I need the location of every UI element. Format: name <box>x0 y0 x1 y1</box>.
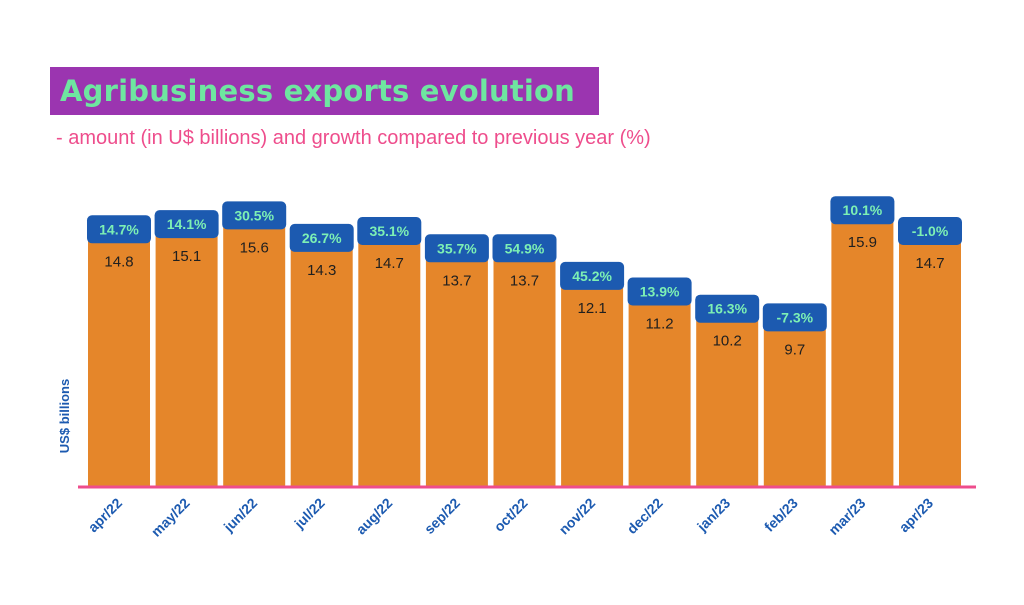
growth-badge <box>627 277 692 306</box>
growth-label: -7.3% <box>777 309 814 325</box>
bar-value-label: 14.3 <box>307 262 336 279</box>
growth-badge <box>289 223 354 252</box>
bar <box>763 319 826 487</box>
growth-badge <box>898 217 962 245</box>
growth-label: 10.1% <box>843 202 883 218</box>
bar <box>831 212 894 487</box>
chart-subtitle: - amount (in U$ billions) and growth com… <box>56 127 651 149</box>
bar-value-label: 12.1 <box>577 300 606 317</box>
x-tick-label: jan/23 <box>693 495 733 535</box>
growth-badge <box>492 234 557 263</box>
growth-badge <box>357 217 422 245</box>
bar <box>358 233 421 487</box>
bar-value-label: 14.7 <box>915 255 944 272</box>
growth-badge <box>424 234 489 263</box>
bar <box>493 250 556 487</box>
bar-value-label: 15.6 <box>240 239 269 256</box>
growth-badge <box>762 303 827 332</box>
growth-label: 13.9% <box>640 284 680 300</box>
x-tick-label: may/22 <box>148 495 193 540</box>
x-tick-label: dec/22 <box>624 495 666 537</box>
x-tick-label: nov/22 <box>556 495 599 538</box>
x-tick-label: jun/22 <box>220 495 261 536</box>
growth-badge <box>830 196 895 225</box>
growth-badge <box>560 261 625 290</box>
x-tick-label: feb/23 <box>761 495 801 535</box>
x-axis-ticks: apr/22 may/22 jun/22 jul/22 aug/22 sep/22 oct/… <box>85 495 937 540</box>
x-tick-label: apr/22 <box>85 495 126 536</box>
growth-badge <box>695 294 760 323</box>
chart-title-box: Agribusiness exports evolution <box>50 67 599 115</box>
bar-value-label: 13.7 <box>510 272 539 289</box>
bar <box>223 217 286 487</box>
growth-label: 54.9% <box>505 240 545 256</box>
growth-badge <box>222 201 287 230</box>
growth-label: 14.1% <box>167 216 207 232</box>
bar <box>696 310 759 487</box>
x-tick-label: oct/22 <box>491 495 531 535</box>
bar <box>155 226 218 487</box>
y-axis-label: US$ billions <box>57 379 72 453</box>
bar <box>88 231 150 487</box>
growth-badge <box>154 210 219 239</box>
growth-label: 35.1% <box>369 223 409 239</box>
bar-value-label: 15.9 <box>848 234 877 251</box>
bar-value-label: 10.2 <box>713 333 742 350</box>
growth-label: 16.3% <box>707 301 747 317</box>
bar-value-label: 15.1 <box>172 248 201 265</box>
growth-label: -1.0% <box>912 223 949 239</box>
bar-value-label: 13.7 <box>442 272 471 289</box>
growth-label: 26.7% <box>302 230 342 246</box>
chart-title: Agribusiness exports evolution <box>60 74 576 108</box>
x-tick-label: apr/23 <box>896 495 937 536</box>
bar-value-label: 14.8 <box>104 253 133 270</box>
bar-value-label: 14.7 <box>375 255 404 272</box>
bar <box>425 250 488 487</box>
bar-value-label: 9.7 <box>784 341 805 358</box>
bar <box>561 277 624 487</box>
bar <box>899 233 961 487</box>
bar-value-label: 11.2 <box>646 316 674 333</box>
x-tick-label: mar/23 <box>825 495 868 538</box>
x-tick-label: jul/22 <box>290 495 327 532</box>
growth-label: 30.5% <box>234 207 274 223</box>
growth-label: 35.7% <box>437 240 477 256</box>
x-tick-label: aug/22 <box>353 495 396 538</box>
bars-layer: 14.7% 14.8 14.1% 15.1 30.5% 15.6 26.7% 14.3 35.1… <box>87 196 962 487</box>
bar <box>290 239 353 487</box>
growth-label: 14.7% <box>99 221 139 237</box>
growth-badge <box>87 215 151 244</box>
growth-label: 45.2% <box>572 268 612 284</box>
x-tick-label: sep/22 <box>421 495 463 537</box>
bar <box>628 293 691 487</box>
